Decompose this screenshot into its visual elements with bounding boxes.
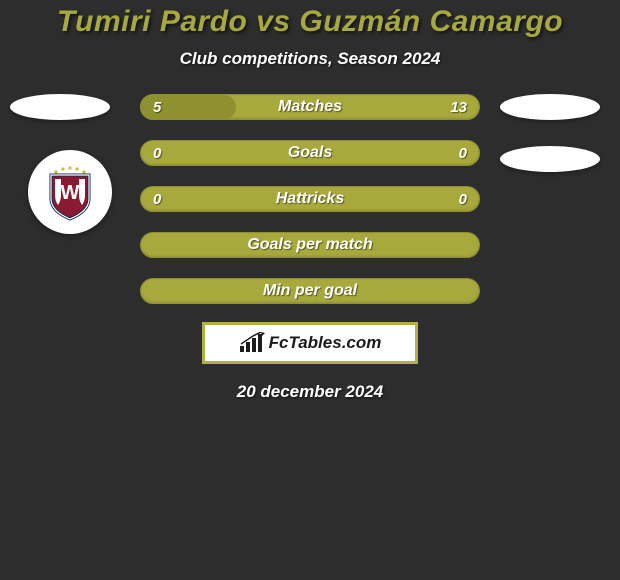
bar-chart-icon	[239, 332, 265, 354]
club-logo-left: W	[28, 150, 112, 234]
svg-text:W: W	[61, 182, 80, 204]
stat-label: Min per goal	[141, 282, 479, 300]
stat-row: 0Goals0	[140, 140, 480, 166]
stat-label: Matches	[141, 98, 479, 116]
shield-icon: W	[39, 161, 101, 223]
date-text: 20 december 2024	[0, 382, 620, 402]
stat-row: Goals per match	[140, 232, 480, 258]
brand-text: FcTables.com	[269, 333, 382, 353]
player-right-badge-1	[500, 94, 600, 120]
player-left-badge	[10, 94, 110, 120]
stats-list: 5Matches13 0Goals0 0Hattricks0 Goals per ma…	[140, 94, 480, 304]
stat-row: Min per goal	[140, 278, 480, 304]
stat-row: 5Matches13	[140, 94, 480, 120]
stat-label: Goals	[141, 144, 479, 162]
stat-label: Hattricks	[141, 190, 479, 208]
subtitle: Club competitions, Season 2024	[0, 49, 620, 69]
player-right-badge-2	[500, 146, 600, 172]
brand-badge: FcTables.com	[202, 322, 418, 364]
stat-row: 0Hattricks0	[140, 186, 480, 212]
stat-label: Goals per match	[141, 236, 479, 254]
page-title: Tumiri Pardo vs Guzmán Camargo	[0, 5, 620, 39]
